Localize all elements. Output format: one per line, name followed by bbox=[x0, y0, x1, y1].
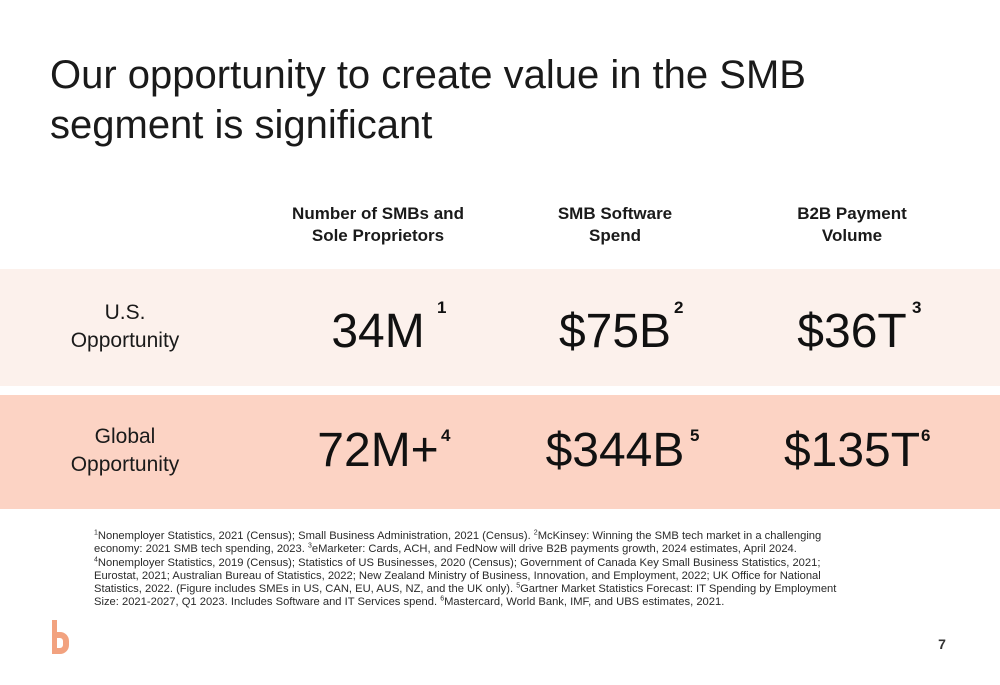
us-smb-count-value: 34M bbox=[331, 305, 425, 358]
row-label-us: U.S. Opportunity bbox=[70, 301, 180, 352]
footnote-ref: 6 bbox=[440, 595, 445, 603]
footnote-text: Nonemployer Statistics, 2019 (Census); S… bbox=[94, 556, 821, 596]
us-smb-count-ref: 1 bbox=[437, 298, 447, 317]
us-b2b-volume-ref: 3 bbox=[912, 298, 922, 317]
brand-b-logo-icon bbox=[52, 620, 69, 654]
global-b2b-volume-ref: 6 bbox=[921, 426, 931, 445]
footnote-text: McKinsey: Winning the SMB tech market in… bbox=[94, 530, 822, 556]
footnote-ref: 1 bbox=[94, 529, 98, 537]
column-header-smb-count: Number of SMBs and Sole Proprietors bbox=[292, 204, 464, 245]
global-smb-count-value: 72M+ bbox=[317, 424, 439, 477]
page-number: 7 bbox=[938, 636, 946, 652]
footnote-text: eMarketer: Cards, ACH, and FedNow will d… bbox=[311, 543, 797, 556]
row-label-global: Global Opportunity bbox=[70, 425, 180, 476]
global-software-spend-ref: 5 bbox=[690, 426, 700, 445]
us-software-spend-value: $75B bbox=[558, 305, 672, 358]
footnotes: 1Nonemployer Statistics, 2021 (Census); … bbox=[94, 529, 864, 610]
footnote-text: Gartner Market Statistics Forecast: IT S… bbox=[94, 583, 837, 609]
page-title: Our opportunity to create value in the S… bbox=[50, 53, 806, 147]
column-header-software-spend: SMB Software Spend bbox=[557, 204, 673, 245]
footnote-ref: 5 bbox=[516, 582, 521, 590]
us-opportunity-row: U.S. Opportunity 34M 1 $75B 2 $36T 3 bbox=[0, 269, 1000, 386]
footnote-text: Nonemployer Statistics, 2021 (Census); S… bbox=[97, 530, 534, 542]
footnote-text: Mastercard, World Bank, IMF, and UBS est… bbox=[444, 596, 725, 609]
footnote-ref: 4 bbox=[94, 555, 98, 563]
global-b2b-volume-value: $135T bbox=[783, 424, 921, 477]
footnote-ref: 2 bbox=[533, 529, 538, 537]
global-smb-count-ref: 4 bbox=[441, 426, 451, 445]
footnote-ref: 3 bbox=[307, 542, 312, 550]
us-b2b-volume-value: $36T bbox=[797, 305, 907, 358]
global-opportunity-row: Global Opportunity 72M+ 4 $344B 5 $135T … bbox=[0, 395, 1000, 509]
us-software-spend-ref: 2 bbox=[674, 298, 684, 317]
global-software-spend-value: $344B bbox=[545, 424, 685, 477]
column-header-b2b-payment-volume: B2B Payment Volume bbox=[797, 204, 907, 245]
